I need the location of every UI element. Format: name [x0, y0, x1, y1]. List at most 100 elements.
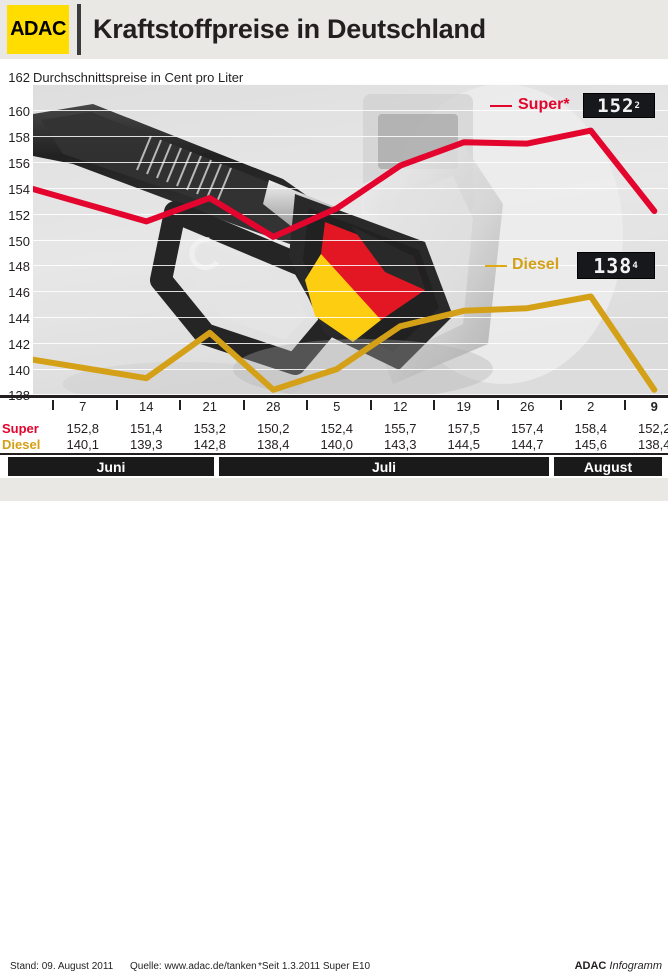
- table-cell-diesel: 138,4: [256, 437, 290, 452]
- month-bar-juni: Juni: [8, 457, 214, 476]
- table-cell-super: 155,7: [383, 421, 417, 436]
- table-cell-super: 153,2: [193, 421, 227, 436]
- table-row-label-diesel: Diesel: [2, 437, 41, 452]
- x-axis-label-2: 2: [587, 399, 595, 414]
- x-axis-label-7: 7: [79, 399, 87, 414]
- y-tick-154: 154: [8, 182, 30, 197]
- table-cell-diesel: 138,4: [637, 437, 668, 452]
- table-cell-diesel: 140,1: [66, 437, 100, 452]
- super-price-line: [33, 127, 658, 240]
- table-cell-diesel: 143,3: [383, 437, 417, 452]
- footer-note: *Seit 1.3.2011 Super E10: [258, 961, 371, 972]
- table-cell-super: 158,4: [574, 421, 608, 436]
- table-cell-diesel: 144,5: [447, 437, 481, 452]
- diesel-led-decimal: 4: [632, 260, 639, 271]
- y-tick-158: 158: [8, 130, 30, 145]
- page-footer: Stand: 09. August 2011 Quelle: www.adac.…: [0, 478, 668, 972]
- table-cell-super: 151,4: [129, 421, 163, 436]
- x-axis-rule: [0, 395, 668, 398]
- table-cell-diesel: 142,8: [193, 437, 227, 452]
- diesel-led-display: 138 4: [577, 252, 655, 279]
- gridline-138: [33, 394, 668, 395]
- chart-plot: [33, 84, 668, 395]
- footer-stand: Stand: 09. August 2011: [10, 961, 114, 972]
- y-tick-148: 148: [8, 259, 30, 274]
- table-cell-super: 152,4: [320, 421, 354, 436]
- adac-logo-text: ADAC: [10, 18, 66, 40]
- x-axis-label-21: 21: [202, 399, 217, 414]
- gridline-162: [33, 84, 668, 85]
- gridline-154: [33, 187, 668, 189]
- table-cell-super: 157,5: [447, 421, 481, 436]
- table-cell-diesel: 144,7: [510, 437, 544, 452]
- x-axis-label-14: 14: [139, 399, 154, 414]
- super-led-decimal: 2: [634, 100, 641, 111]
- x-axis-tick: [433, 400, 435, 410]
- x-axis-label-9: 9: [650, 399, 658, 414]
- gridline-140: [33, 369, 668, 371]
- y-axis-top-value: 162: [8, 70, 30, 85]
- diesel-price-line: [33, 293, 658, 393]
- x-axis-tick: [306, 400, 308, 410]
- y-tick-156: 156: [8, 156, 30, 171]
- table-cell-diesel: 140,0: [320, 437, 354, 452]
- infogramm-italic: Infogramm: [609, 960, 662, 972]
- gridline-142: [33, 343, 668, 345]
- y-tick-142: 142: [8, 337, 30, 352]
- table-cell-diesel: 139,3: [129, 437, 163, 452]
- logo-divider: [77, 4, 81, 55]
- diesel-legend-label: Diesel: [512, 256, 560, 273]
- table-row-label-super: Super: [2, 421, 39, 436]
- gridline-144: [33, 317, 668, 319]
- y-tick-152: 152: [8, 208, 30, 223]
- gridline-160: [33, 109, 668, 111]
- chart-series-layer: [33, 127, 658, 393]
- y-tick-146: 146: [8, 285, 30, 300]
- x-axis-label-12: 12: [393, 399, 408, 414]
- table-bottom-rule: [0, 453, 668, 455]
- diesel-led-value: 138: [593, 253, 633, 278]
- infogramm-bold: ADAC: [574, 960, 607, 972]
- x-axis-tick: [369, 400, 372, 410]
- footer-quelle[interactable]: Quelle: www.adac.de/tanken: [130, 961, 257, 972]
- x-axis-tick: [242, 400, 245, 410]
- y-tick-144: 144: [8, 311, 30, 326]
- x-axis-label-28: 28: [266, 399, 281, 414]
- y-tick-150: 150: [8, 234, 30, 249]
- x-axis-tick: [623, 400, 626, 410]
- gridline-158: [33, 135, 668, 137]
- x-axis-tick: [179, 400, 181, 410]
- chart-subtitle: Durchschnittspreise in Cent pro Liter: [33, 70, 244, 85]
- gridline-156: [33, 161, 668, 163]
- page-header: ADAC Kraftstoffpreise in Deutschland: [0, 0, 668, 59]
- y-tick-160: 160: [8, 104, 30, 119]
- x-axis-label-5: 5: [333, 399, 341, 414]
- month-bar-august: August: [554, 457, 662, 476]
- table-cell-diesel: 145,6: [574, 437, 608, 452]
- adac-logo: ADAC: [7, 5, 69, 54]
- x-axis-tick: [496, 400, 499, 410]
- diesel-leader-line: [485, 265, 507, 267]
- gridline-148: [33, 265, 668, 267]
- x-axis-label-26: 26: [520, 399, 535, 414]
- super-led-display: 152 2: [583, 93, 655, 118]
- x-axis-tick: [115, 400, 118, 410]
- x-axis: 7 14 21 28 5 12 19 26 2 9: [0, 398, 668, 418]
- x-axis-tick: [560, 400, 562, 410]
- super-led-value: 152: [597, 94, 635, 117]
- table-cell-super: 157,4: [510, 421, 544, 436]
- table-cell-super: 150,2: [256, 421, 290, 436]
- table-cell-super: 152,8: [66, 421, 100, 436]
- x-axis-label-19: 19: [456, 399, 471, 414]
- month-bar-juli: Juli: [219, 457, 549, 476]
- gridline-150: [33, 239, 668, 241]
- gridline-152: [33, 213, 668, 215]
- page-title: Kraftstoffpreise in Deutschland: [93, 14, 486, 44]
- super-leader-line: [490, 105, 512, 107]
- y-tick-140: 140: [8, 363, 30, 378]
- header-rule: [0, 59, 668, 62]
- super-legend-label: Super*: [518, 96, 570, 113]
- table-cell-super: 152,2: [637, 421, 668, 436]
- chart-area: 160 158 156 154 152 150 148 146 144 142 …: [0, 84, 668, 403]
- x-axis-tick: [52, 400, 54, 410]
